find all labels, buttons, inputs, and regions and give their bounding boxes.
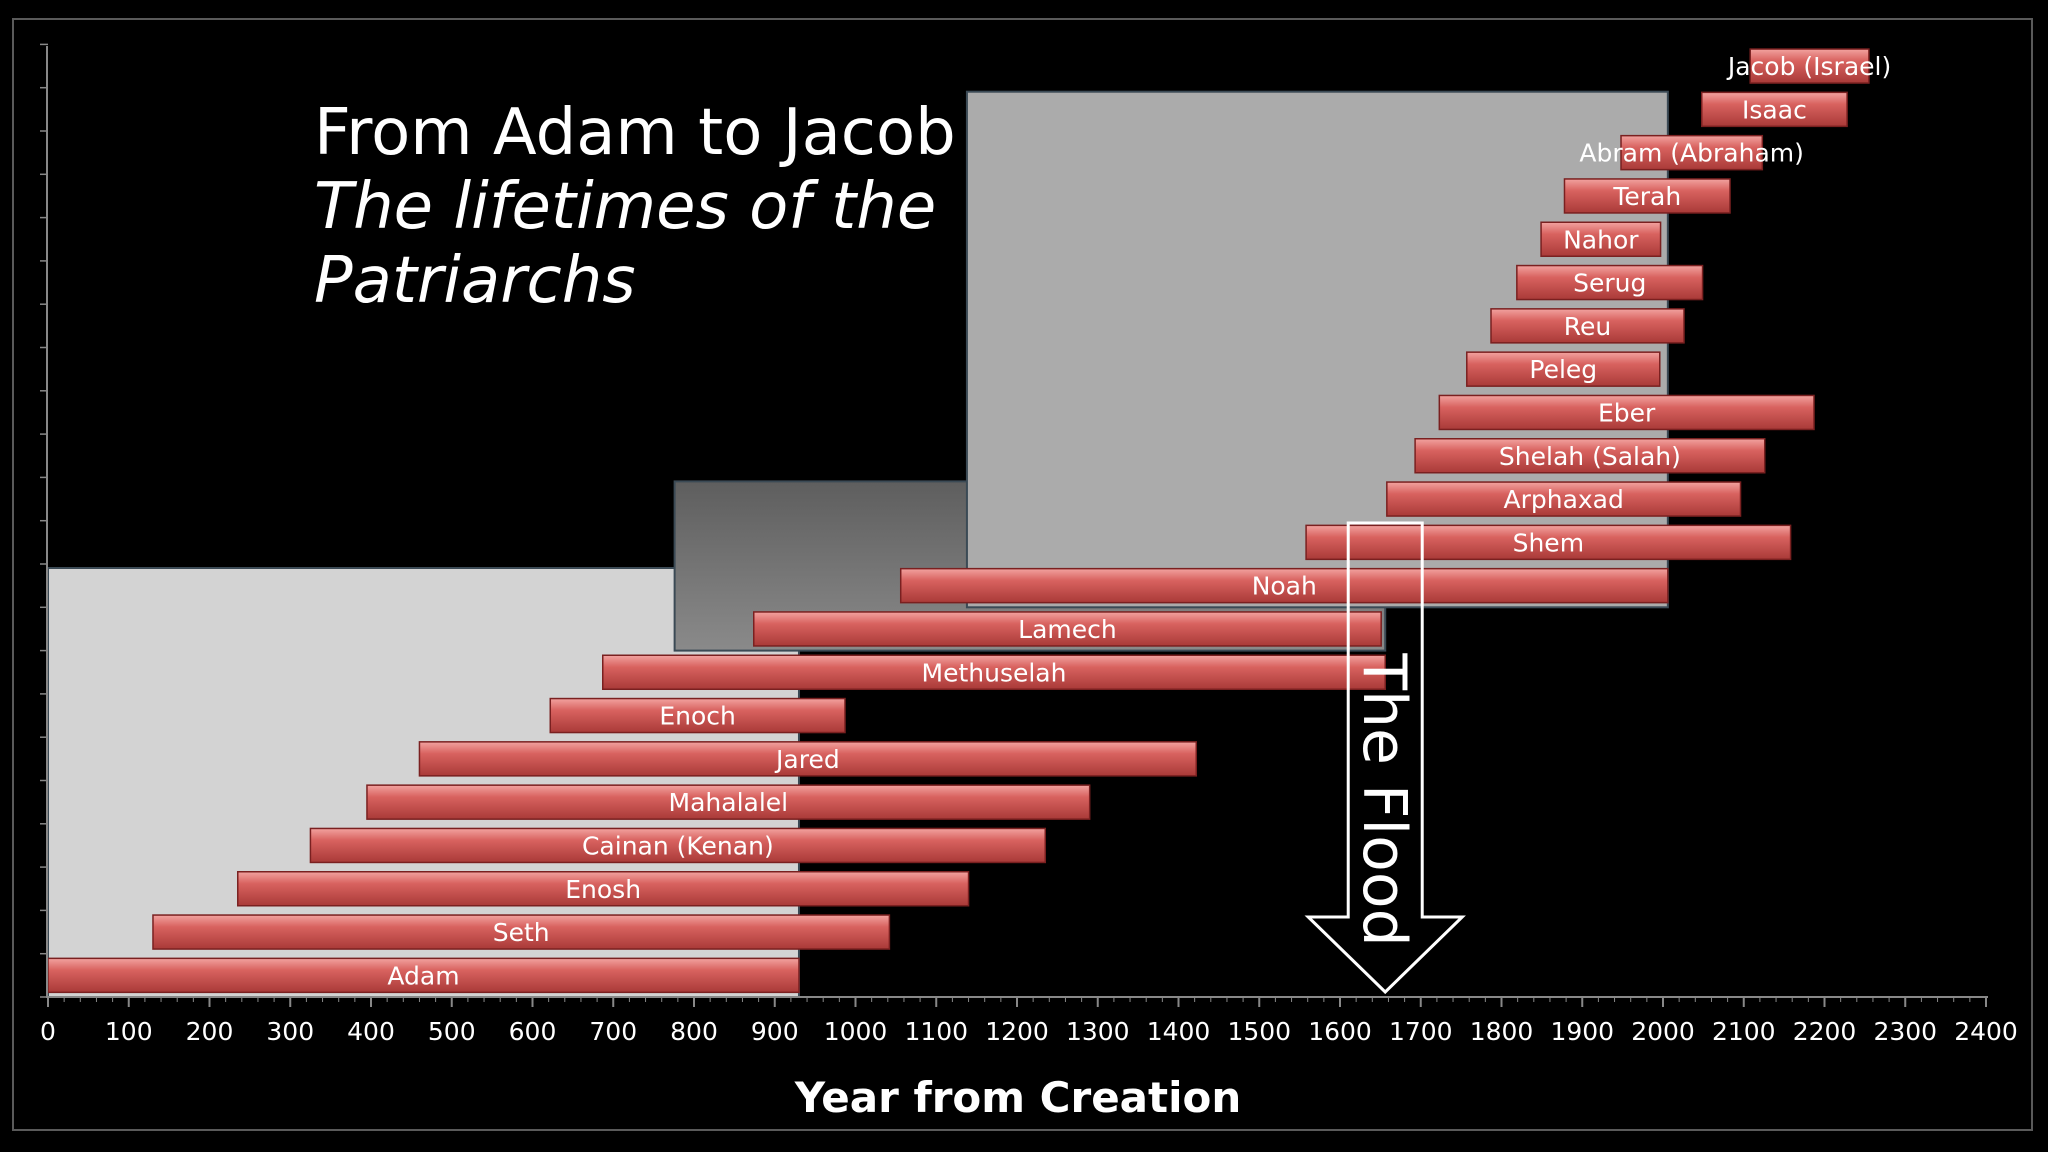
bar-label: Jacob (Israel) [1726, 52, 1891, 81]
bar-jared [418, 741, 1198, 777]
bar-arphaxad [1386, 481, 1742, 517]
bar-label: Seth [493, 918, 550, 947]
bar-label: Nahor [1563, 225, 1639, 254]
bar-reu [1490, 308, 1685, 344]
x-tick-label: 1800 [1470, 1017, 1534, 1046]
bar-label: Shem [1513, 528, 1584, 557]
x-tick-label: 1200 [985, 1017, 1049, 1046]
bar-label: Noah [1252, 572, 1317, 601]
bar-label: Arphaxad [1503, 485, 1623, 514]
bar-label: Methuselah [922, 658, 1067, 687]
bar-label: Enosh [565, 875, 641, 904]
bar-abram-abraham [1620, 134, 1764, 171]
bar-label: Mahalalel [669, 788, 789, 817]
bar-seth [152, 914, 891, 950]
chart-title: From Adam to Jacob [314, 96, 956, 170]
x-tick-label: 100 [105, 1017, 153, 1046]
bar-peleg [1466, 351, 1661, 387]
bar-label: Adam [387, 961, 459, 990]
x-tick-label: 400 [347, 1017, 395, 1046]
x-tick-label: 1700 [1389, 1017, 1453, 1046]
bar-terah [1563, 178, 1731, 214]
x-tick-label: 300 [266, 1017, 314, 1046]
flood-label: The Flood [1349, 652, 1419, 946]
bar-cainan-kenan [309, 827, 1047, 864]
bar-label: Reu [1564, 312, 1611, 341]
x-tick-label: 500 [428, 1017, 476, 1046]
lifespan-bars: Adam Seth Enosh Cainan (Kenan) Mahalalel Jare… [47, 48, 1891, 994]
x-tick-label: 800 [670, 1017, 718, 1046]
bar-enosh [237, 871, 970, 907]
bar-label: Shelah (Salah) [1499, 442, 1681, 471]
bar-label: Lamech [1018, 615, 1117, 644]
x-tick-label: 200 [186, 1017, 234, 1046]
slide-frame [12, 18, 2033, 1131]
x-tick-label: 1600 [1308, 1017, 1372, 1046]
x-axis-label: Year from Creation [794, 1073, 1242, 1122]
x-tick-label: 2300 [1873, 1017, 1937, 1046]
bar-label: Terah [1612, 182, 1681, 211]
bar-mahalalel [366, 784, 1091, 820]
x-tick-label: 600 [509, 1017, 557, 1046]
bar-noah [899, 567, 1669, 604]
bar-label: Enoch [659, 702, 736, 731]
bar-label: Serug [1573, 269, 1646, 298]
x-tick-label: 2100 [1712, 1017, 1776, 1046]
bar-shelah-salah [1414, 438, 1766, 474]
x-tick-label: 1100 [904, 1017, 968, 1046]
bar-label: Isaac [1742, 95, 1807, 124]
x-tick-label: 1000 [824, 1017, 888, 1046]
bar-jacob-israel [1749, 48, 1870, 84]
title-block: From Adam to Jacob The lifetimes of the … [314, 96, 956, 318]
x-tick-label: 1300 [1066, 1017, 1130, 1046]
x-tick-label: 0 [40, 1017, 56, 1046]
bar-enoch [549, 697, 846, 734]
x-tick-label: 2400 [1954, 1017, 2018, 1046]
x-tick-label: 1400 [1147, 1017, 1211, 1046]
bar-lamech [753, 611, 1382, 647]
bar-label: Peleg [1529, 355, 1597, 384]
x-tick-label: 900 [751, 1017, 799, 1046]
flood-arrow [1304, 521, 1466, 995]
bar-shem [1305, 524, 1792, 561]
bar-methuselah [602, 654, 1386, 690]
flood-annotation: The Flood [1304, 521, 1466, 995]
bar-eber [1438, 394, 1815, 431]
x-tick-label: 700 [589, 1017, 637, 1046]
bar-label: Eber [1598, 398, 1656, 427]
chart-subtitle: The lifetimes of the Patriarchs [314, 170, 937, 318]
region-overlap-noah [965, 90, 1669, 609]
bar-isaac [1701, 91, 1848, 128]
x-tick-label: 1900 [1550, 1017, 1614, 1046]
x-tick-label: 2000 [1631, 1017, 1695, 1046]
bar-serug [1516, 264, 1704, 301]
x-axis: 0 100 200 300 400 500 600 700 800 900 1000 1100 1200… [40, 43, 2018, 1046]
bar-nahor [1540, 221, 1662, 257]
bar-label: Cainan (Kenan) [582, 831, 774, 860]
bar-label: Jared [774, 745, 840, 774]
x-tick-label: 1500 [1227, 1017, 1291, 1046]
x-tick-label: 2200 [1793, 1017, 1857, 1046]
bar-label: Abram (Abraham) [1579, 139, 1803, 168]
